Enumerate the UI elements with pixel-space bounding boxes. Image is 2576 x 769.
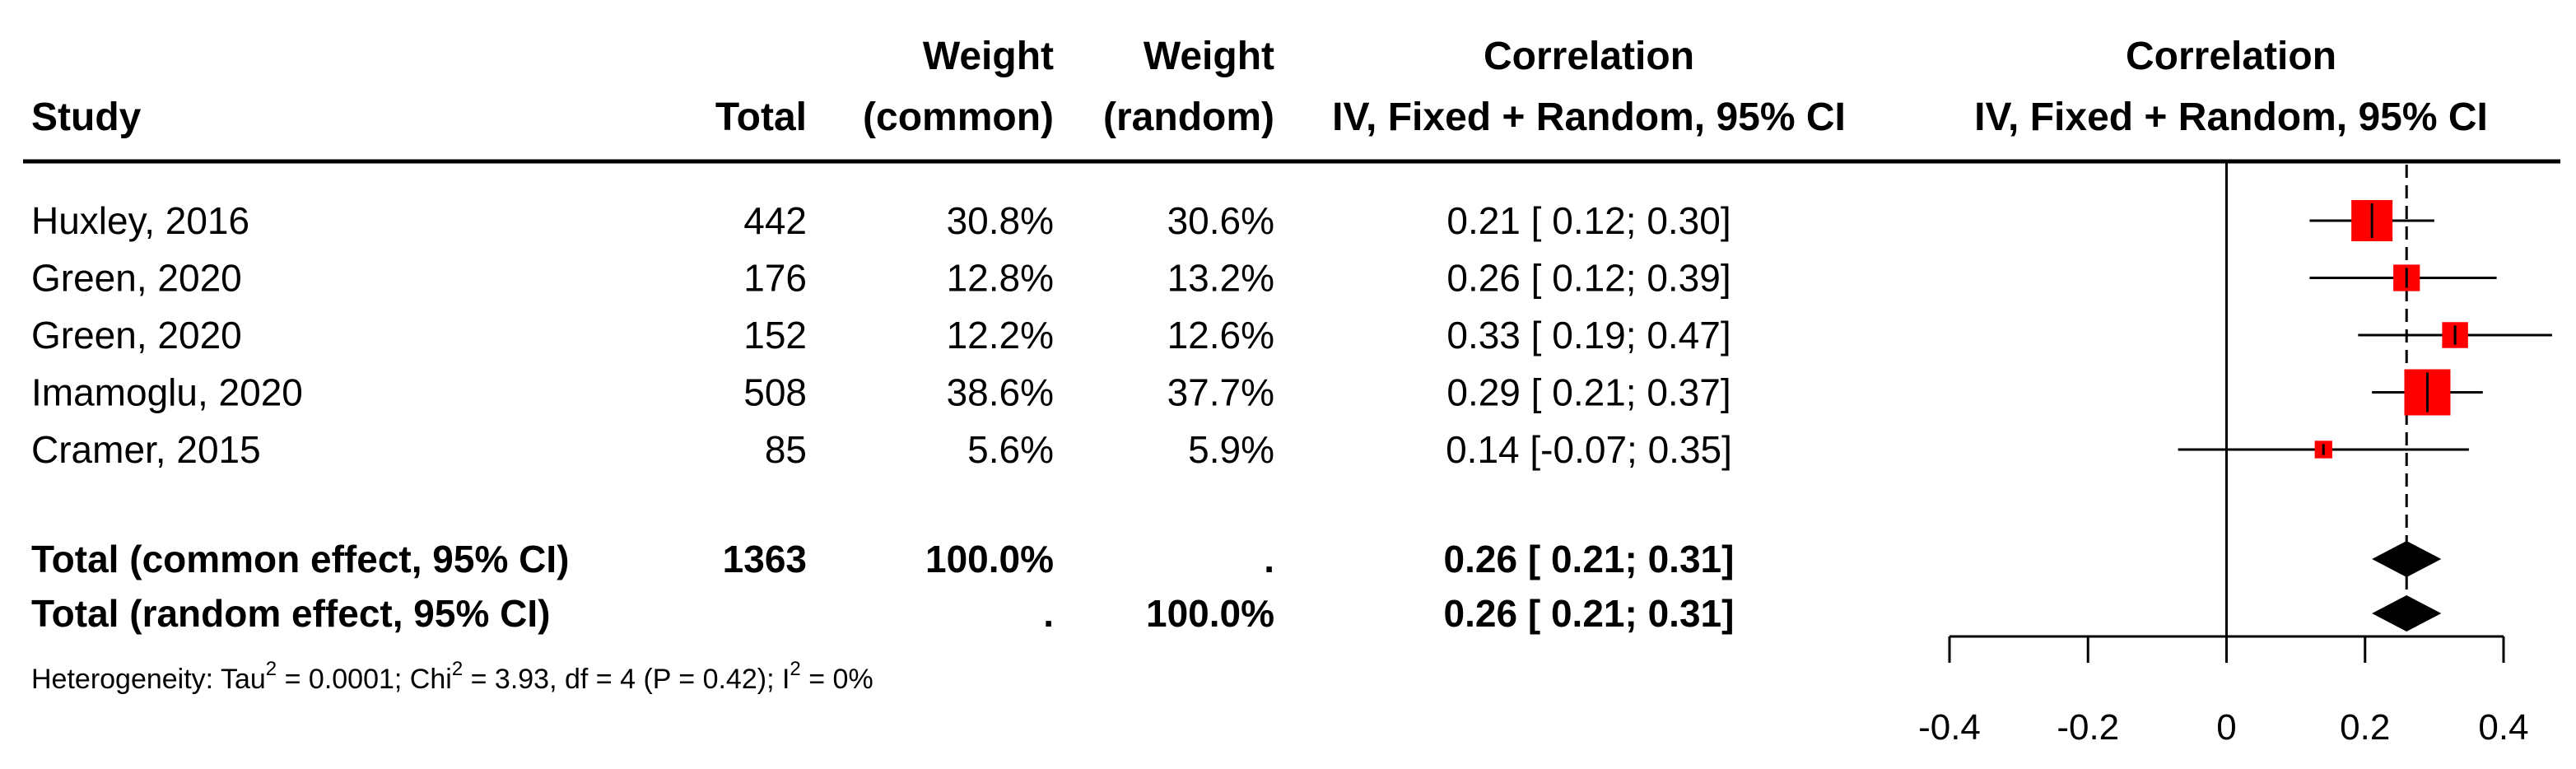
x-tick-label-4: 0.2 — [2340, 707, 2390, 748]
study-row-4-weight-random: 37.7% — [1167, 371, 1274, 414]
study-row-1-ci: 0.21 [ 0.12; 0.30] — [1446, 199, 1731, 242]
pooled-row-2-weight-random: 100.0% — [1146, 592, 1274, 635]
het-prefix: Heterogeneity: Tau — [31, 664, 266, 695]
het-tau-value: = 0.0001; Chi — [277, 664, 452, 695]
study-row-1-total: 442 — [743, 199, 807, 242]
header-plot-line1: Correlation — [2126, 35, 2336, 78]
study-row-2-weight-common: 12.8% — [947, 257, 1054, 300]
study-row-2-name: Green, 2020 — [31, 257, 242, 300]
study-row-3-weight-common: 12.2% — [947, 314, 1054, 357]
pooled-row-1-weight-common: 100.0% — [925, 538, 1054, 580]
header-plot-line2: IV, Fixed + Random, 95% CI — [1974, 96, 2488, 139]
pooled-row-2-weight-common: . — [1043, 592, 1054, 635]
study-row-3-ci: 0.33 [ 0.19; 0.47] — [1446, 314, 1731, 357]
pooled-row-1-ci: 0.26 [ 0.21; 0.31] — [1444, 538, 1735, 580]
het-chi-value: = 3.93, df = 4 (P = 0.42); I — [463, 664, 790, 695]
study-row-2-ci: 0.26 [ 0.12; 0.39] — [1446, 257, 1731, 300]
heterogeneity-text: Heterogeneity: Tau2 = 0.0001; Chi2 = 3.9… — [31, 658, 873, 695]
x-tick-label-2: -0.2 — [2057, 707, 2119, 748]
study-row-4-ci: 0.29 [ 0.21; 0.37] — [1446, 371, 1731, 414]
study-row-2-weight-random: 13.2% — [1167, 257, 1274, 300]
header-ci-line2: IV, Fixed + Random, 95% CI — [1332, 96, 1846, 139]
pooled-row-2-name: Total (random effect, 95% CI) — [31, 592, 550, 635]
header-weight-random-line1: Weight — [1144, 35, 1274, 78]
study-row-4-total: 508 — [743, 371, 807, 414]
pooled-row-2-ci: 0.26 [ 0.21; 0.31] — [1444, 592, 1735, 635]
study-row-4-name: Imamoglu, 2020 — [31, 371, 303, 414]
het-chi-sup: 2 — [452, 658, 463, 680]
study-row-1-weight-common: 30.8% — [947, 199, 1054, 242]
het-i-value: = 0% — [801, 664, 873, 695]
table-rows: Huxley, 2016 442 30.8% 30.6% 0.21 [ 0.12; 0.… — [31, 199, 1734, 635]
study-row-5-ci: 0.14 [-0.07; 0.35] — [1446, 428, 1732, 471]
pooled-diamond-1 — [2372, 541, 2442, 577]
het-i-sup: 2 — [790, 658, 800, 680]
x-tick-label-5: 0.4 — [2478, 707, 2528, 748]
study-row-1-weight-random: 30.6% — [1167, 199, 1274, 242]
study-row-5-total: 85 — [765, 428, 807, 471]
study-row-3-weight-random: 12.6% — [1167, 314, 1274, 357]
study-row-1-name: Huxley, 2016 — [31, 199, 249, 242]
pooled-row-1-name: Total (common effect, 95% CI) — [31, 538, 569, 580]
het-tau-sup: 2 — [266, 658, 277, 680]
study-row-5-weight-common: 5.6% — [967, 428, 1054, 471]
study-row-5-name: Cramer, 2015 — [31, 428, 261, 471]
x-tick-label-3: 0 — [2216, 707, 2236, 748]
header-weight-common-line1: Weight — [923, 35, 1054, 78]
pooled-diamond-2 — [2372, 595, 2442, 632]
header-weight-common-line2: (common) — [863, 96, 1054, 139]
study-row-3-name: Green, 2020 — [31, 314, 242, 357]
pooled-row-1-weight-random: . — [1264, 538, 1274, 580]
study-row-3-total: 152 — [743, 314, 807, 357]
study-row-2-total: 176 — [743, 257, 807, 300]
pooled-row-1-total: 1363 — [723, 538, 807, 580]
study-row-4-weight-common: 38.6% — [947, 371, 1054, 414]
study-row-5-weight-random: 5.9% — [1188, 428, 1274, 471]
plot-area: -0.4 -0.2 0 0.2 0.4 — [1918, 161, 2552, 748]
header-ci-line1: Correlation — [1484, 35, 1694, 78]
header-weight-random-line2: (random) — [1103, 96, 1274, 139]
x-tick-label-1: -0.4 — [1918, 707, 1981, 748]
header-total: Total — [715, 96, 807, 139]
header-study: Study — [31, 96, 142, 139]
